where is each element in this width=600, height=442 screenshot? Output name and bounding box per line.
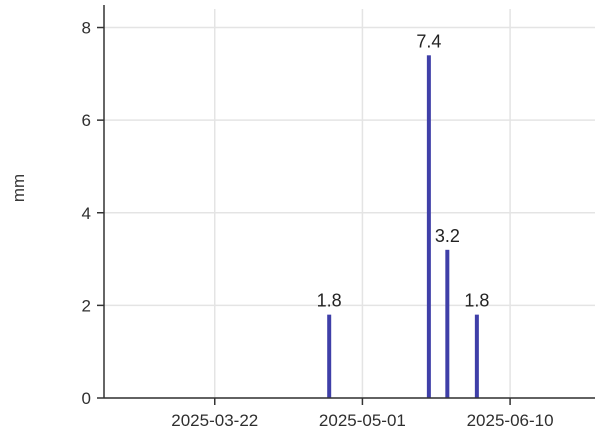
- bar: [327, 314, 332, 398]
- bar: [474, 314, 479, 398]
- bar-data-label: 1.8: [317, 291, 342, 311]
- grid-layer: [104, 9, 595, 399]
- y-tick-label: 8: [82, 19, 91, 38]
- y-tick-label: 4: [82, 204, 91, 223]
- y-tick-label: 6: [82, 111, 91, 130]
- x-tick-label: 2025-06-10: [467, 411, 554, 430]
- axes-layer: 0 2 4 6 8 2025-03-22 2025-05-01 2025-06-10: [82, 5, 595, 430]
- labels-layer: 1.8 7.4 3.2 1.8: [317, 31, 490, 310]
- bar: [445, 249, 450, 398]
- bar-data-label: 7.4: [416, 31, 441, 51]
- x-tick-label: 2025-03-22: [171, 411, 258, 430]
- y-tick-label: 2: [82, 296, 91, 315]
- x-tick-label: 2025-05-01: [319, 411, 406, 430]
- bar-data-label: 3.2: [435, 226, 460, 246]
- y-tick-label: 0: [82, 389, 91, 408]
- y-axis-title: mm: [9, 174, 28, 202]
- bars-layer: [327, 55, 479, 399]
- bar-data-label: 1.8: [464, 291, 489, 311]
- bar: [426, 55, 431, 399]
